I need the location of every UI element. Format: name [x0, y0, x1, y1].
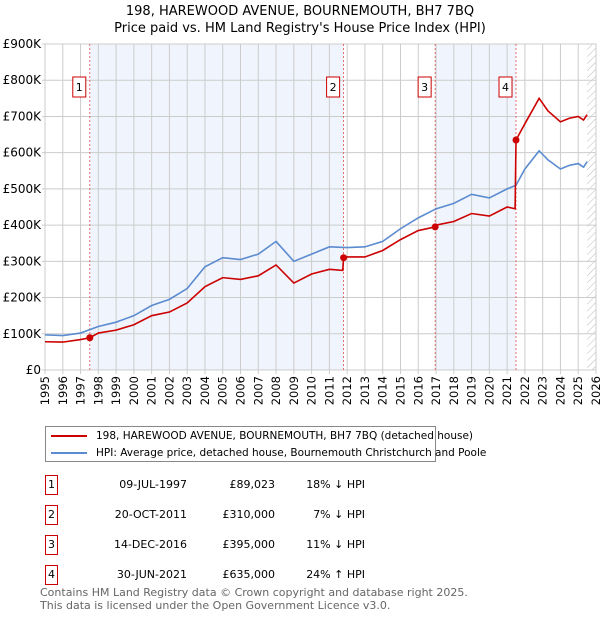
x-tick-label: 2025	[571, 376, 585, 405]
sale-row: 4 30-JUN-2021 £635,000 24% ↑ HPI	[45, 565, 445, 585]
x-tick-label: 2016	[411, 376, 425, 405]
shaded-range	[435, 44, 517, 370]
sale-label-box	[498, 76, 513, 98]
y-tick-label: £700K	[3, 109, 43, 123]
x-tick-label: 2015	[393, 376, 407, 405]
sale-label-box	[72, 76, 87, 98]
chart-title: 198, HAREWOOD AVENUE, BOURNEMOUTH, BH7 7…	[125, 4, 475, 19]
x-tick-label: 2018	[447, 376, 461, 405]
sale-number-badge: 1	[45, 475, 58, 495]
sale-date: 30-JUN-2021	[116, 568, 187, 581]
shaded-range	[89, 44, 344, 370]
sale-hpi-diff: 18% ↓ HPI	[306, 478, 365, 491]
x-tick-label: 2009	[287, 376, 301, 405]
x-tick-label: 2013	[358, 376, 372, 405]
y-tick-label: £800K	[3, 73, 43, 87]
x-tick-label: 2014	[376, 376, 390, 405]
price-chart: 1995 1996 1997 1998 1999 2000 2001 2002 2003 2004…	[3, 37, 600, 405]
x-tick-label: 1996	[56, 376, 70, 405]
y-tick-label: £0	[26, 363, 41, 377]
projection-hatch	[587, 44, 596, 370]
sale-point	[431, 223, 439, 231]
sale-point	[512, 136, 520, 144]
legend-label: HPI: Average price, detached house, Bour…	[96, 446, 487, 459]
x-tick-label: 1999	[109, 376, 123, 405]
sale-number-badge: 3	[45, 535, 58, 555]
legend-label: 198, HAREWOOD AVENUE, BOURNEMOUTH, BH7 7…	[96, 429, 474, 442]
hpi-line	[44, 149, 588, 337]
x-tick-label: 2024	[553, 376, 567, 405]
plot-frame	[44, 43, 597, 371]
x-tick-label: 2006	[234, 376, 248, 405]
sale-date: 14-DEC-2016	[113, 538, 187, 551]
sale-price: £635,000	[222, 568, 276, 581]
x-tick-label: 1997	[74, 376, 88, 405]
footer-line-1: Contains HM Land Registry data © Crown c…	[40, 586, 468, 599]
legend-item-hpi: HPI: Average price, detached house, Bour…	[51, 445, 486, 460]
x-tick-label: 2021	[500, 376, 514, 405]
x-tick-label: 2012	[340, 376, 354, 405]
x-tick-label: 2011	[322, 376, 336, 405]
sale-point	[86, 334, 94, 342]
y-tick-label: £400K	[3, 218, 43, 232]
property-price-line	[44, 96, 588, 343]
sale-row: 3 14-DEC-2016 £395,000 11% ↓ HPI	[45, 535, 445, 555]
x-tick-label: 2020	[482, 376, 496, 405]
sale-number-badge: 2	[45, 505, 58, 525]
x-tick-label: 2001	[145, 376, 159, 405]
x-tick-label: 2003	[180, 376, 194, 405]
y-tick-label: £200K	[3, 291, 43, 305]
sale-point	[340, 254, 348, 262]
y-tick-label: £900K	[3, 37, 43, 51]
legend-swatch-red	[51, 434, 87, 437]
sale-price: £89,023	[229, 478, 276, 491]
x-tick-label: 1998	[91, 376, 105, 405]
legend: 198, HAREWOOD AVENUE, BOURNEMOUTH, BH7 7…	[45, 426, 486, 462]
sale-label-box	[326, 76, 341, 98]
x-tick-label: 2010	[305, 376, 319, 405]
chart-subtitle: Price paid vs. HM Land Registry's House …	[114, 21, 486, 36]
y-tick-label: £600K	[3, 146, 43, 160]
footer-line-2: This data is licensed under the Open Gov…	[40, 599, 391, 612]
y-tick-label: £500K	[3, 182, 43, 196]
legend-swatch-blue	[51, 451, 87, 454]
sale-date: 09-JUL-1997	[119, 478, 187, 491]
sale-row: 2 20-OCT-2011 £310,000 7% ↓ HPI	[45, 505, 445, 525]
sale-label: 1	[76, 81, 83, 94]
x-tick-label: 2022	[518, 376, 532, 405]
x-tick-label: 2023	[536, 376, 550, 405]
sale-hpi-diff: 11% ↓ HPI	[306, 538, 365, 551]
x-tick-label: 2019	[465, 376, 479, 405]
y-tick-label: £300K	[3, 254, 43, 268]
sale-number-badge: 4	[45, 565, 58, 585]
x-tick-label: 2005	[216, 376, 230, 405]
x-tick-label: 2026	[589, 376, 600, 405]
sale-row: 1 09-JUL-1997 £89,023 18% ↓ HPI	[45, 475, 445, 495]
x-tick-label: 2000	[127, 376, 141, 405]
sale-price: £395,000	[222, 538, 276, 551]
sale-hpi-diff: 24% ↑ HPI	[306, 568, 365, 581]
sale-label: 2	[330, 81, 337, 94]
x-tick-label: 2007	[251, 376, 265, 405]
x-tick-label: 2008	[269, 376, 283, 405]
footer: Contains HM Land Registry data © Crown c…	[40, 586, 468, 612]
x-tick-label: 2017	[429, 376, 443, 405]
sale-hpi-diff: 7% ↓ HPI	[313, 508, 365, 521]
sale-label-box	[417, 76, 432, 98]
x-tick-label: 1995	[38, 376, 52, 405]
x-tick-label: 2004	[198, 376, 212, 405]
legend-item-property: 198, HAREWOOD AVENUE, BOURNEMOUTH, BH7 7…	[51, 428, 473, 443]
y-tick-label: £100K	[3, 327, 43, 341]
sale-date: 20-OCT-2011	[114, 508, 187, 521]
sale-label: 3	[421, 81, 428, 94]
sale-label: 4	[502, 81, 509, 94]
sale-price: £310,000	[222, 508, 276, 521]
x-tick-label: 2002	[162, 376, 176, 405]
